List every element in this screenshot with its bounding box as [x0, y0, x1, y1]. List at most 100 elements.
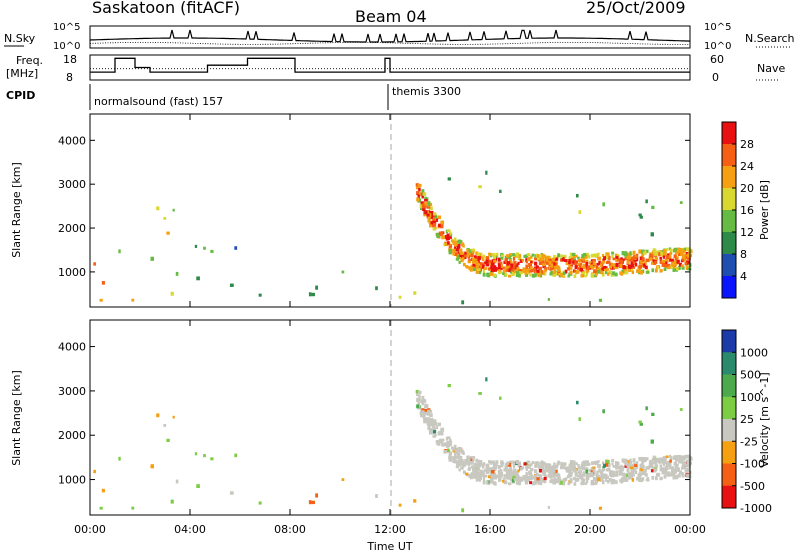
velocity-cell: [529, 477, 533, 481]
velocity-cell: [475, 458, 479, 463]
power-cell: [542, 254, 547, 258]
velocity-cell: [565, 468, 569, 473]
velocity-cell: [234, 453, 238, 458]
velocity-cell: [651, 412, 655, 417]
velocity-cell: [650, 463, 653, 468]
power-cell: [497, 265, 502, 270]
power-cell: [426, 204, 431, 209]
power-cell: [503, 260, 507, 264]
velocity-cell: [438, 438, 442, 443]
power-cell: [469, 268, 473, 272]
power-cell: [609, 265, 613, 269]
power-colorbar-band-4: [722, 210, 736, 233]
velocity-cell: [534, 469, 538, 474]
velocity-cell: [639, 478, 643, 483]
power-cell: [662, 255, 666, 259]
power-cell: [548, 266, 552, 270]
power-cell: [522, 269, 526, 273]
velocity-cell: [623, 458, 627, 463]
velocity-cell: [544, 467, 549, 472]
power-cell: [488, 252, 491, 256]
power-cell: [685, 255, 689, 259]
velocity-cell: [487, 481, 491, 486]
power-cell: [650, 261, 654, 265]
velocity-colorbar-band-6: [722, 463, 736, 487]
power-cell: [528, 263, 532, 268]
power-cell: [663, 253, 667, 257]
velocity-y-tick-label-4000: 4000: [58, 341, 86, 354]
power-cell: [602, 202, 605, 207]
power-cell: [620, 259, 624, 263]
power-cell: [466, 248, 469, 253]
power-cell: [629, 251, 632, 256]
freq-frame: [89, 54, 691, 81]
velocity-cell: [614, 461, 618, 464]
power-cell: [621, 258, 625, 262]
power-cell: [434, 214, 438, 219]
velocity-cell: [620, 464, 623, 469]
velocity-cell: [579, 475, 584, 480]
power-cell: [551, 257, 555, 262]
power-cell: [517, 261, 520, 265]
power-cell: [475, 264, 479, 269]
velocity-cell: [196, 484, 200, 488]
power-cell: [229, 283, 234, 287]
power-cell: [526, 253, 531, 256]
velocity-cell: [628, 464, 632, 468]
power-cell: [672, 268, 675, 272]
velocity-cell: [672, 476, 675, 480]
velocity-cell: [534, 464, 538, 468]
power-cell: [466, 252, 471, 256]
velocity-cell: [517, 469, 520, 473]
power-cell: [673, 262, 677, 267]
nsky-frame: [89, 25, 691, 49]
power-cell: [547, 298, 550, 301]
power-cell: [669, 265, 674, 269]
velocity-cell: [448, 456, 453, 460]
power-cell: [611, 251, 615, 255]
power-cell: [422, 192, 427, 196]
velocity-cell: [530, 468, 533, 471]
velocity-cell: [453, 444, 457, 449]
velocity-cell: [455, 465, 460, 469]
velocity-cell: [452, 459, 455, 463]
power-cell: [550, 259, 554, 264]
power-cell: [523, 254, 527, 259]
velocity-cell: [673, 456, 677, 460]
nsearch-trace: [89, 42, 691, 45]
power-cell: [611, 271, 616, 275]
power-cell: [640, 260, 644, 264]
power-cell: [611, 254, 614, 258]
power-cell: [605, 266, 608, 269]
velocity-cell: [581, 466, 586, 471]
velocity-cell: [175, 479, 179, 484]
velocity-cell: [477, 467, 480, 471]
velocity-cell: [428, 420, 432, 424]
velocity-cell: [507, 474, 512, 479]
velocity-cell: [497, 479, 501, 482]
power-cell: [311, 292, 315, 297]
velocity-cell: [424, 417, 428, 422]
velocity-cell: [421, 408, 425, 412]
velocity-cell: [669, 472, 674, 477]
velocity-cell: [676, 463, 679, 467]
power-cell: [678, 265, 681, 270]
power-cell: [421, 195, 424, 199]
power-cell: [416, 190, 419, 195]
velocity-cell: [418, 394, 421, 398]
velocity-cell: [93, 469, 96, 474]
power-cell: [435, 218, 439, 222]
velocity-cell: [619, 479, 622, 483]
power-cell: [150, 256, 155, 261]
power-cell: [163, 216, 167, 220]
power-cell: [595, 265, 599, 269]
velocity-cell: [506, 461, 510, 465]
velocity-cell: [621, 466, 625, 469]
velocity-cell: [423, 408, 428, 412]
velocity-cell: [544, 474, 548, 479]
power-cell: [668, 255, 672, 260]
power-cell: [438, 223, 441, 228]
power-cell: [453, 246, 457, 250]
velocity-cell: [460, 466, 464, 470]
power-cell: [553, 259, 556, 264]
